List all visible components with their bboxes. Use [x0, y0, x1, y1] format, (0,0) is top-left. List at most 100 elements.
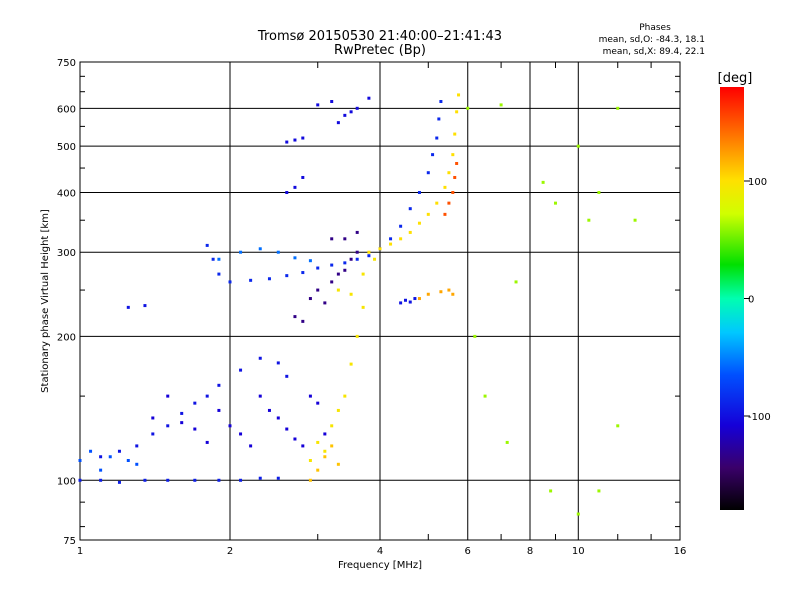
data-point [349, 110, 353, 114]
data-point [417, 297, 421, 301]
data-point [355, 106, 359, 110]
chart-title: Tromsø 20150530 21:40:00–21:41:43 [257, 29, 502, 44]
data-point [408, 207, 412, 211]
data-point [323, 432, 327, 436]
data-point [180, 411, 184, 415]
data-point [276, 476, 280, 480]
data-point [258, 394, 262, 398]
data-point [435, 136, 439, 140]
data-point [99, 468, 103, 472]
data-point [316, 288, 320, 292]
data-point [451, 292, 455, 296]
data-point [367, 96, 371, 100]
data-point [399, 301, 403, 305]
data-point [217, 408, 221, 412]
data-point [597, 489, 601, 493]
data-point [316, 401, 320, 405]
data-point [135, 444, 139, 448]
data-point [308, 394, 312, 398]
data-point [457, 93, 461, 97]
data-point [343, 268, 347, 272]
x-tick-label: 1 [77, 546, 83, 557]
grid-lines [79, 61, 681, 541]
data-point [193, 427, 197, 431]
x-tick-label: 8 [527, 546, 533, 557]
data-point [349, 257, 353, 261]
data-point [473, 334, 477, 338]
data-point [228, 424, 232, 428]
data-point [323, 455, 327, 459]
data-point [205, 440, 209, 444]
data-point [267, 408, 271, 412]
data-point [378, 247, 382, 251]
data-point [483, 394, 487, 398]
data-point [453, 132, 457, 136]
data-point [239, 368, 243, 372]
data-point [285, 190, 289, 194]
data-point [447, 288, 451, 292]
data-point [576, 144, 580, 148]
data-point [437, 117, 441, 121]
data-point [399, 224, 403, 228]
data-point [108, 455, 112, 459]
data-point [633, 218, 637, 222]
data-point [180, 421, 184, 425]
data-point [597, 190, 601, 194]
data-point [301, 175, 305, 179]
x-tick-label: 16 [674, 546, 687, 557]
data-point [249, 444, 253, 448]
data-point [399, 237, 403, 241]
data-point [135, 462, 139, 466]
data-point [267, 277, 271, 281]
colorbar [720, 87, 744, 510]
data-point [143, 304, 147, 308]
data-point [166, 424, 170, 428]
data-point [435, 201, 439, 205]
data-point [89, 449, 93, 453]
data-point [367, 250, 371, 254]
data-point [330, 444, 334, 448]
data-point [343, 237, 347, 241]
data-point [166, 478, 170, 482]
scatter-points [78, 93, 637, 516]
data-point [447, 171, 451, 175]
data-point [301, 319, 305, 323]
data-point [258, 476, 262, 480]
data-point [301, 444, 305, 448]
y-tick-label: 75 [63, 536, 76, 547]
data-point [343, 394, 347, 398]
y-tick-label: 200 [57, 332, 76, 343]
data-point [308, 259, 312, 263]
data-point [587, 218, 591, 222]
data-point [349, 292, 353, 296]
data-point [276, 416, 280, 420]
data-point [316, 266, 320, 270]
data-point [323, 449, 327, 453]
data-point [276, 361, 280, 365]
data-point [323, 301, 327, 305]
data-point [355, 334, 359, 338]
data-point [451, 190, 455, 194]
data-point [193, 478, 197, 482]
data-point [211, 257, 215, 261]
data-point [417, 221, 421, 225]
data-point [239, 478, 243, 482]
data-point [217, 257, 221, 261]
colorbar-ticks: 100 0 -100 [744, 177, 771, 423]
data-point [151, 416, 155, 420]
data-point [239, 250, 243, 254]
data-point [308, 297, 312, 301]
x-ticks: 1 2 4 6 8 10 16 [77, 546, 687, 557]
data-point [439, 290, 443, 294]
data-point [293, 315, 297, 319]
data-point [451, 153, 455, 157]
data-point [389, 237, 393, 241]
data-point [316, 468, 320, 472]
data-point [455, 161, 459, 165]
data-point [361, 305, 365, 309]
data-point [276, 250, 280, 254]
data-point [413, 297, 417, 301]
y-ticks: 75 100 200 300 400 500 600 750 [57, 58, 76, 547]
data-point [293, 437, 297, 441]
